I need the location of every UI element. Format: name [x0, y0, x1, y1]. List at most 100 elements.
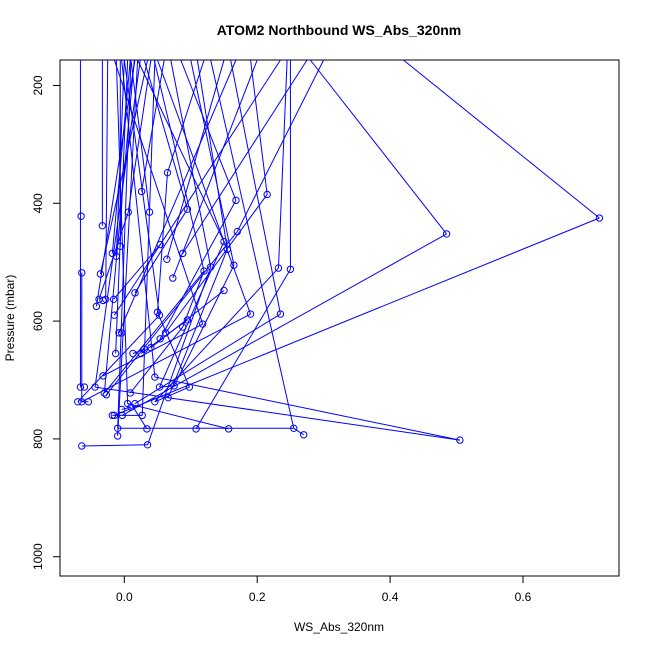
data-point	[220, 237, 228, 246]
data-point	[230, 261, 238, 269]
data-point	[163, 168, 172, 177]
series-line-segment	[309, 59, 447, 235]
series-line-segment	[137, 59, 225, 242]
data-point	[200, 267, 208, 275]
series-line-segment	[113, 59, 204, 325]
series-line-segment	[210, 59, 295, 429]
x-tick-label: 0.6	[515, 590, 532, 604]
data-point	[76, 383, 85, 391]
data-point	[99, 296, 107, 305]
data-point	[442, 230, 451, 238]
data-point	[206, 263, 215, 271]
data-point	[179, 323, 187, 331]
series-line-segment	[195, 269, 291, 430]
series-line-segment	[153, 59, 205, 272]
series-line-segment	[167, 249, 228, 398]
data-point	[143, 425, 151, 433]
series-line-segment	[129, 326, 184, 394]
data-point	[99, 372, 107, 380]
series-line-segment	[180, 59, 237, 201]
series-line-segment	[94, 386, 460, 441]
data-point	[77, 212, 85, 220]
data-point	[110, 311, 119, 319]
chart-title: ATOM2 Northbound WS_Abs_320nm	[217, 22, 462, 38]
series-line-segment	[143, 59, 188, 210]
data-point	[170, 382, 178, 390]
series-line-segment	[81, 444, 148, 447]
series-line-segment	[122, 233, 447, 416]
series-line-segment	[121, 406, 132, 410]
series-points	[74, 168, 604, 450]
series-line-segment	[403, 59, 600, 219]
data-point	[98, 221, 107, 230]
x-tick-label: 0.0	[116, 590, 133, 604]
series-line-segment	[293, 427, 304, 436]
series-line-segment	[182, 59, 308, 254]
x-tick-label: 0.4	[382, 590, 399, 604]
data-point	[102, 391, 111, 399]
x-tick-label: 0.2	[249, 590, 266, 604]
data-point	[108, 411, 117, 420]
data-point	[78, 269, 86, 277]
data-point	[263, 190, 271, 199]
series-line-segment	[173, 264, 235, 387]
data-point	[115, 329, 123, 337]
y-tick-label: 400	[31, 193, 45, 213]
series-line-segment	[159, 241, 225, 388]
series-line-segment	[141, 59, 165, 192]
data-point	[147, 343, 155, 352]
data-point	[116, 242, 125, 250]
data-point	[124, 208, 132, 216]
data-point	[100, 389, 109, 397]
data-point	[456, 436, 464, 444]
series-line-segment	[121, 59, 156, 378]
y-axis: 200 400 600 800 1000	[31, 75, 61, 570]
series-line-segment	[166, 59, 225, 260]
series-line-segment	[165, 194, 268, 334]
data-point	[224, 425, 233, 433]
data-point	[143, 441, 152, 449]
series-line-segment	[182, 270, 205, 328]
series-line-segment	[103, 270, 205, 394]
data-point	[123, 399, 132, 408]
data-point	[595, 214, 604, 222]
data-point	[232, 196, 240, 205]
data-point	[78, 442, 86, 450]
data-point	[286, 265, 295, 273]
series-line-segment	[115, 59, 129, 404]
data-point	[179, 249, 187, 258]
series-line-segment	[154, 376, 460, 441]
data-point	[246, 310, 255, 318]
series-line-segment	[127, 403, 229, 430]
data-point	[126, 389, 134, 397]
series-line-segment	[111, 59, 131, 254]
y-axis-label: Pressure (mbar)	[3, 275, 17, 362]
data-point	[80, 383, 89, 391]
series-line-segment	[113, 59, 281, 316]
data-point	[91, 383, 99, 391]
data-point	[155, 383, 164, 391]
data-point	[220, 286, 228, 295]
series-line-segment	[157, 59, 252, 315]
series-line-segment	[154, 386, 190, 403]
series-line-segment	[105, 231, 238, 396]
data-point	[112, 252, 121, 261]
data-point	[185, 383, 194, 391]
series-line-segment	[230, 59, 281, 315]
data-point	[84, 398, 93, 406]
series-line-segment	[103, 59, 135, 394]
y-tick-label: 800	[31, 429, 45, 449]
data-point	[223, 245, 231, 253]
data-point	[300, 431, 308, 439]
series-line-segment	[250, 59, 268, 195]
data-point	[276, 310, 285, 318]
data-point	[233, 227, 241, 236]
data-point	[113, 424, 122, 432]
series-line-segment	[99, 59, 149, 275]
data-point	[131, 399, 139, 408]
data-point	[140, 345, 148, 354]
x-axis-label: WS_Abs_320nm	[294, 620, 384, 634]
data-point	[183, 205, 192, 213]
series-line-segment	[114, 217, 600, 416]
